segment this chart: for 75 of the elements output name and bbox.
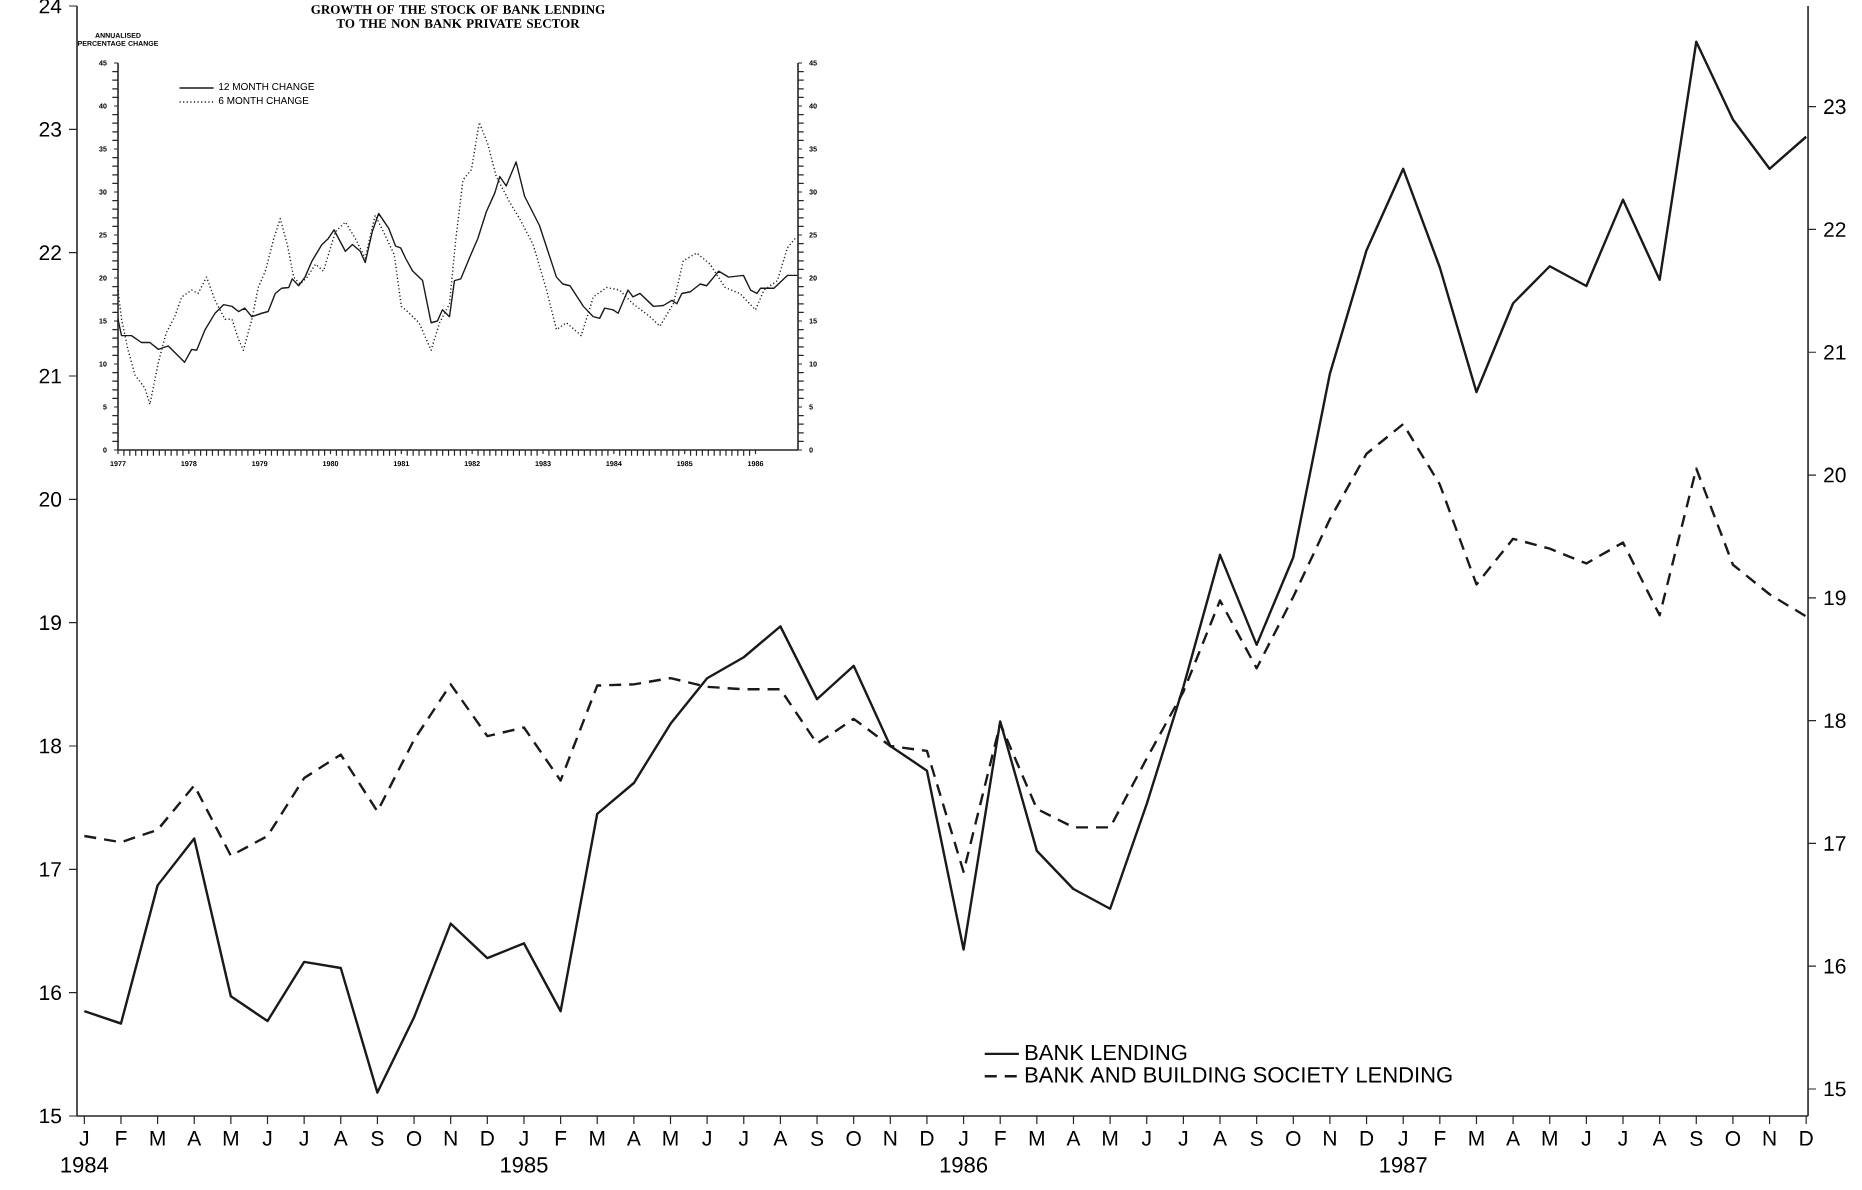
y2-tick-label: 17 — [1824, 836, 1846, 851]
x-tick-label: D — [1800, 1131, 1813, 1146]
x-tick-label: J — [519, 1131, 528, 1146]
y2-tick-label: 21 — [1824, 344, 1846, 360]
x-tick-label: J — [79, 1131, 89, 1146]
x-tick-label: N — [444, 1131, 457, 1146]
x-tick-label: A — [1652, 1131, 1667, 1146]
x-tick-label: N — [884, 1131, 897, 1146]
y2-tick-label: 20 — [1824, 467, 1846, 483]
x-tick-label: O — [1286, 1131, 1301, 1146]
x-tick-label: O — [1725, 1131, 1741, 1146]
x-tick-label: D — [481, 1131, 494, 1146]
x-tick-label: A — [626, 1131, 641, 1146]
text: 1986 — [940, 1157, 988, 1173]
y-tick-label: 19 — [40, 615, 61, 631]
x-tick-label: J — [1618, 1131, 1627, 1146]
x-tick-label: J — [1141, 1131, 1151, 1146]
y2-tick-label: 15 — [1824, 1081, 1846, 1097]
y-tick-label: 22 — [39, 245, 61, 261]
x-tick-label: N — [1324, 1131, 1336, 1146]
y2-tick-label: 22 — [1824, 222, 1846, 237]
x-tick-label: A — [1066, 1131, 1081, 1146]
x-tick-label: A — [187, 1131, 202, 1146]
x-tick-label: J — [1581, 1131, 1591, 1146]
x-tick-label: F — [555, 1131, 567, 1146]
x-tick-label: M — [663, 1131, 678, 1146]
x-tick-label: D — [921, 1131, 934, 1146]
chart-title: GROWTH OF THE STOCK OF BANK LENDING TO THE NON BANK PRIVATE SECTOR — [311, 5, 605, 28]
y-tick-label: 21 — [39, 368, 61, 384]
x-tick-label: S — [810, 1131, 824, 1146]
x-tick-label: J — [1398, 1131, 1407, 1146]
x-tick-label: F — [1435, 1131, 1446, 1146]
x-tick-label: A — [773, 1131, 788, 1146]
y-tick-label: 18 — [40, 738, 62, 754]
x-tick-label: M — [1029, 1131, 1044, 1146]
x-tick-label: F — [116, 1131, 127, 1146]
x-tick-label: N — [1763, 1131, 1776, 1146]
x-tick-label: A — [333, 1131, 348, 1146]
x-tick-label: D — [1360, 1131, 1374, 1146]
x-tick-label: M — [1542, 1131, 1557, 1146]
x-tick-label: A — [1506, 1131, 1521, 1146]
y2-tick-label: 16 — [1824, 958, 1846, 974]
legend-label: BANK LENDING — [1025, 1044, 1187, 1061]
x-tick-label: J — [702, 1131, 711, 1146]
x-tick-label: M — [1103, 1131, 1118, 1146]
x-tick-label: M — [150, 1131, 165, 1146]
legend-label: BANK AND BUILDING SOCIETY LENDING — [1025, 1067, 1452, 1083]
y-tick-label: 15 — [40, 1108, 62, 1124]
y-tick-label: 20 — [39, 491, 62, 507]
y-tick-label: 17 — [40, 862, 61, 877]
x-tick-label: J — [958, 1131, 968, 1146]
x-tick-label: J — [738, 1131, 748, 1146]
text: 1984 — [61, 1157, 109, 1173]
y2-tick-label: 19 — [1824, 590, 1846, 606]
x-tick-label: F — [995, 1131, 1006, 1146]
y-tick-label: 23 — [39, 121, 62, 137]
y2-tick-label: 18 — [1824, 713, 1846, 729]
x-tick-label: M — [590, 1131, 605, 1146]
legend-label: 12 MONTH CHANGE — [219, 83, 315, 91]
x-tick-label: O — [406, 1131, 422, 1146]
x-tick-label: S — [1690, 1131, 1703, 1146]
x-tick-label: A — [1213, 1131, 1227, 1146]
x-tick-label: J — [262, 1131, 272, 1146]
legend-label: 6 MONTH CHANGE — [218, 96, 309, 105]
x-tick-label: O — [846, 1131, 861, 1146]
x-tick-label: J — [299, 1131, 308, 1146]
x-tick-label: J — [1178, 1131, 1188, 1146]
y2-tick-label: 23 — [1824, 99, 1846, 115]
x-tick-label: M — [223, 1131, 238, 1146]
x-tick-label: S — [371, 1131, 384, 1146]
y-tick-label: 16 — [40, 985, 62, 1001]
text: 1987 — [1380, 1157, 1427, 1173]
text: 1985 — [501, 1157, 548, 1173]
x-tick-label: M — [1469, 1131, 1484, 1146]
x-tick-label: S — [1250, 1131, 1263, 1146]
